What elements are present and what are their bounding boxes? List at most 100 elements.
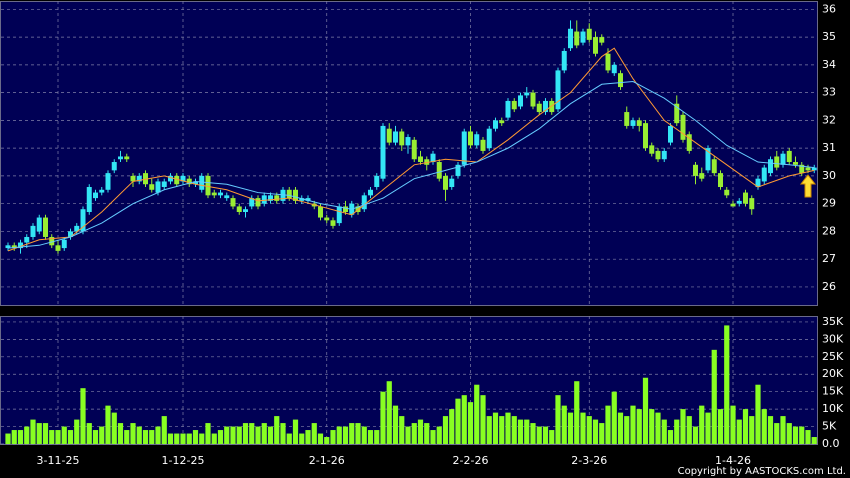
candle-body [580, 31, 586, 43]
candle-body [736, 200, 742, 204]
candle-body [61, 239, 67, 249]
volume-bar [324, 437, 330, 444]
candle-body [418, 156, 423, 163]
volume-bar [517, 419, 524, 444]
volume-bar [449, 409, 455, 444]
candle-body [611, 64, 617, 74]
candle-body [536, 103, 542, 113]
candle-body [336, 206, 342, 224]
volume-bar [786, 423, 792, 444]
candle-body [293, 189, 298, 201]
candle-body [43, 217, 48, 237]
candle-body [699, 173, 705, 179]
volume-bar [667, 430, 674, 444]
candle-body [224, 195, 230, 199]
candle-body [780, 153, 786, 165]
candle-body [724, 189, 730, 196]
candle-body [299, 198, 305, 201]
candle-body [493, 120, 498, 129]
candle-body [561, 50, 567, 71]
volume-bar [811, 437, 817, 444]
volume-bar [67, 430, 74, 444]
candle-body [111, 162, 117, 171]
candle-body [761, 167, 767, 182]
candle-body [618, 73, 623, 88]
volume-bar [242, 423, 249, 444]
volume-bar [636, 409, 642, 444]
volume-bar [467, 402, 474, 444]
y-tick-label: 34 [822, 58, 836, 71]
candle-body [205, 175, 211, 196]
volume-bar [292, 419, 299, 444]
volume-bar [155, 426, 161, 444]
candle-body [211, 192, 217, 196]
volume-bar [199, 433, 205, 444]
candle-body [99, 189, 105, 193]
volume-bar [567, 412, 574, 444]
volume-bar [30, 419, 36, 444]
candle-body [118, 156, 123, 160]
candle-body [568, 28, 573, 49]
marker-arrow [799, 174, 817, 198]
volume-bar [117, 423, 124, 444]
price-panel [0, 1, 818, 306]
candle-body [649, 145, 655, 154]
volume-bar [205, 423, 211, 444]
volume-bar [686, 416, 692, 444]
candle-body [274, 195, 280, 201]
candle-body [318, 206, 323, 218]
volume-bar [124, 430, 130, 444]
y-tick-label: 25K [822, 350, 844, 363]
candle-body [80, 209, 86, 232]
candle-body [743, 192, 748, 204]
volume-bar [80, 388, 86, 444]
volume-bar [674, 419, 680, 444]
candle-body [499, 120, 505, 124]
candle-body [130, 175, 136, 182]
volume-bar [111, 412, 117, 444]
volume-bar [255, 426, 261, 444]
y-tick-label: 33 [822, 86, 836, 99]
volume-bar [49, 430, 55, 444]
candle-body [755, 178, 761, 188]
volume-bar [424, 423, 430, 444]
volume-bar [130, 423, 136, 444]
candle-body [436, 162, 442, 179]
candle-body [430, 153, 436, 163]
candle-body [674, 103, 680, 124]
volume-bar [386, 381, 392, 444]
volume-bar [680, 409, 686, 444]
volume-bar [711, 349, 717, 444]
candle-body [249, 198, 255, 207]
volume-bar [705, 412, 711, 444]
volume-bar [230, 426, 236, 444]
volume-bar [405, 426, 411, 444]
volume-bar [767, 416, 774, 444]
candle-body [636, 120, 642, 126]
candle-body [586, 28, 592, 40]
volume-bar [311, 423, 317, 444]
volume-bar [724, 325, 730, 444]
copyright: Copyright by AASTOCKS.com Ltd. [678, 466, 846, 477]
volume-bar [305, 430, 311, 444]
y-tick-label: 15K [822, 385, 844, 398]
volume-bar [5, 433, 11, 444]
candle-body [405, 137, 411, 146]
volume-bar [392, 405, 399, 444]
candle-body [168, 175, 173, 182]
volume-bar [149, 430, 155, 444]
candle-body [461, 131, 467, 165]
volume-bar [549, 430, 555, 444]
candle-body [555, 70, 561, 110]
candle-body [143, 173, 148, 185]
candle-body [261, 195, 267, 204]
volume-bar [436, 426, 442, 444]
candle-body [18, 242, 23, 249]
x-tick-label: 3-11-25 [37, 454, 80, 467]
candle-body [24, 236, 30, 243]
volume-bar [142, 430, 149, 444]
volume-bar [749, 416, 755, 444]
candle-body [324, 217, 330, 221]
candle-body [805, 167, 811, 171]
